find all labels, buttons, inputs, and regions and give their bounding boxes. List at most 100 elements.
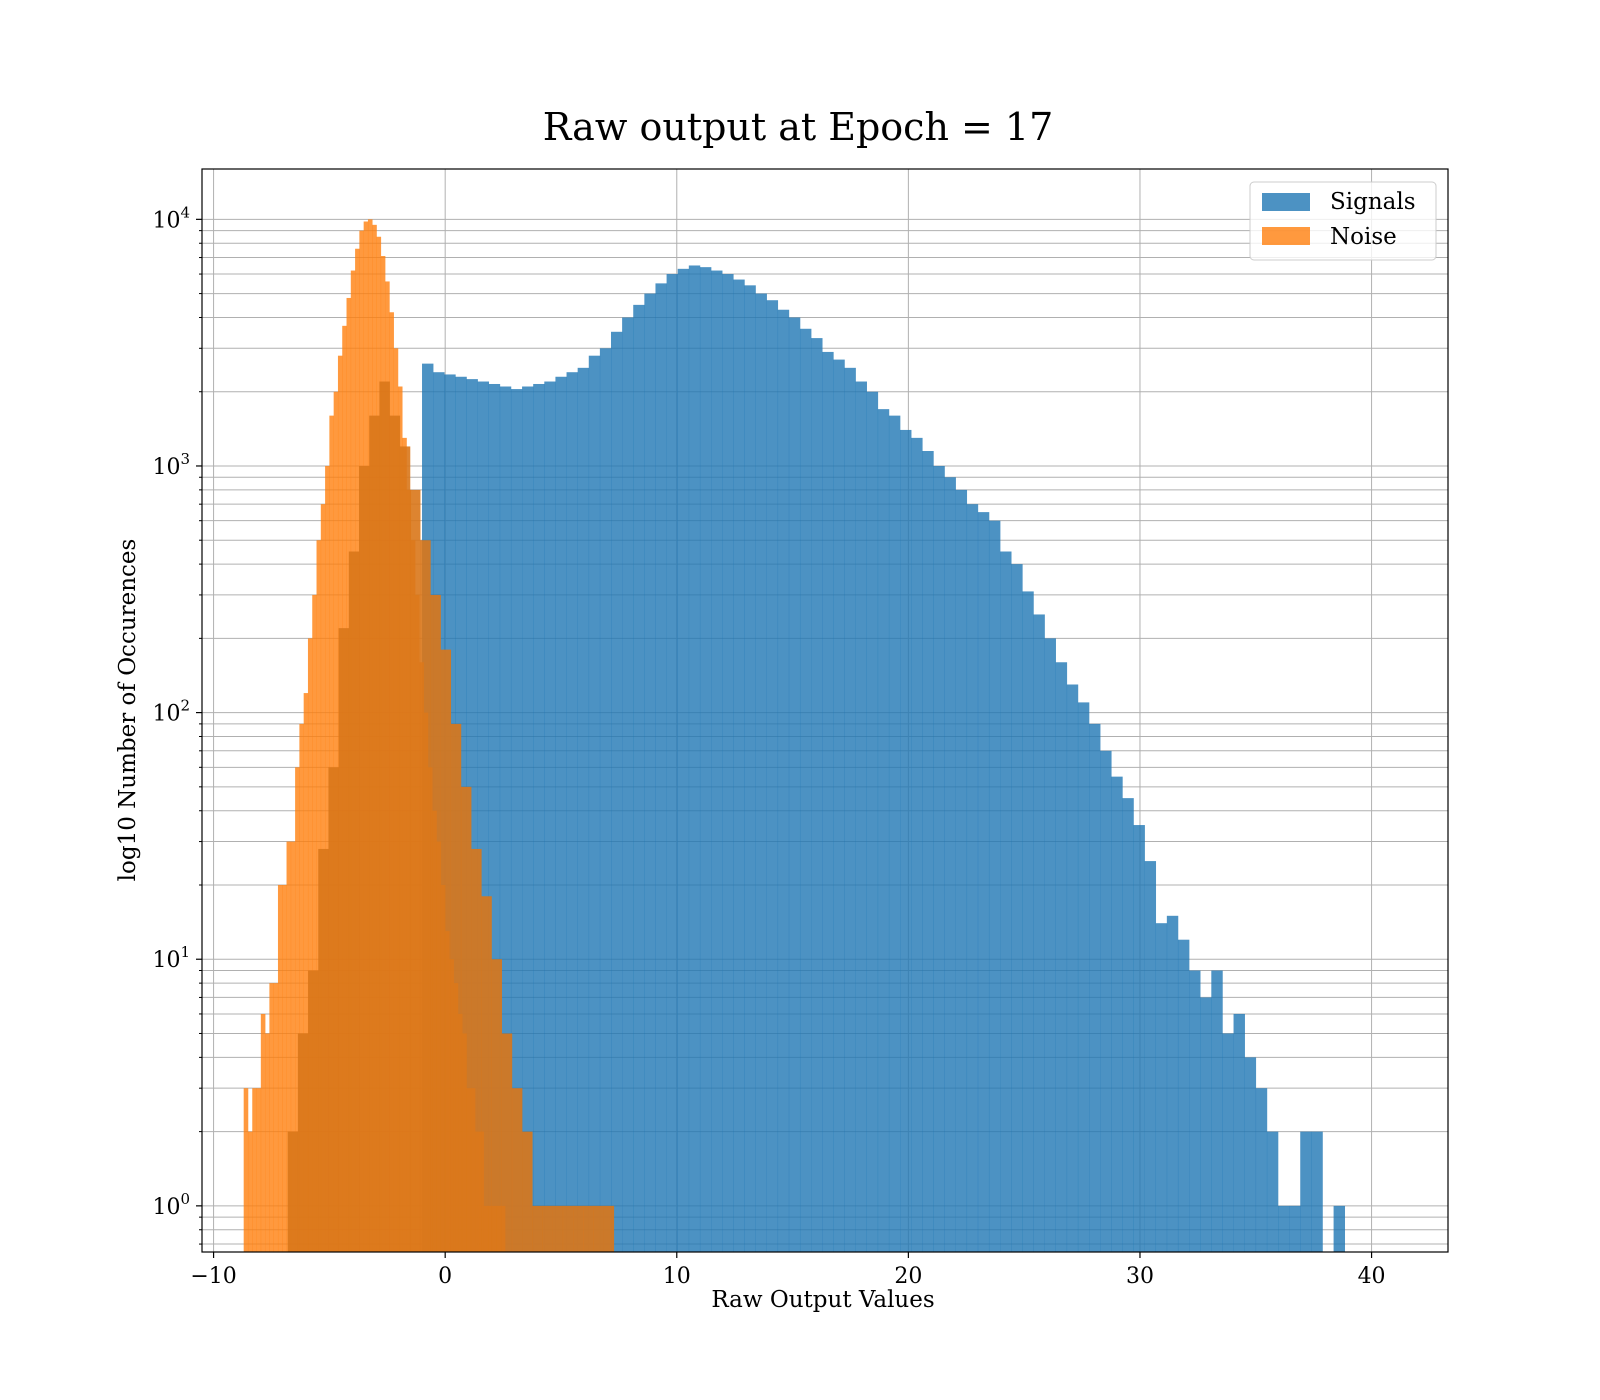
histogram-bar — [481, 896, 492, 1252]
histogram-bar — [1089, 723, 1101, 1252]
histogram-bar — [877, 409, 890, 1253]
histogram-bar — [450, 723, 462, 1252]
histogram-bar — [286, 841, 292, 1252]
y-tick-label: 102 — [152, 697, 190, 727]
x-tick-label: 10 — [663, 1264, 691, 1289]
histogram-bar — [273, 983, 279, 1252]
histogram-bar — [603, 1205, 615, 1252]
histogram-bar — [1244, 1057, 1257, 1252]
histogram-bar — [1066, 684, 1079, 1252]
histogram-bar — [788, 317, 801, 1252]
histogram-bar — [499, 386, 512, 1252]
histogram-bar — [577, 367, 590, 1252]
histogram-bar — [533, 383, 545, 1252]
histogram-bar — [295, 767, 300, 1252]
histogram-bar — [466, 379, 478, 1253]
chart-title: Raw output at Epoch = 17 — [543, 105, 1054, 149]
legend-swatch-signals — [1262, 193, 1310, 211]
legend-swatch-noise — [1262, 227, 1310, 245]
histogram-bar — [688, 265, 701, 1252]
histogram-bar — [1222, 1033, 1234, 1252]
histogram-bar — [1144, 861, 1157, 1252]
histogram-bar — [269, 983, 274, 1252]
histogram-bar — [1266, 1131, 1279, 1252]
histogram-bar — [566, 372, 578, 1253]
histogram-bar — [430, 594, 441, 1252]
histogram-bar — [477, 381, 490, 1252]
histogram-bar — [542, 1205, 553, 1252]
x-tick-label: 40 — [1358, 1264, 1386, 1289]
histogram-bar — [287, 1131, 299, 1252]
histogram-bar — [522, 1131, 533, 1252]
histogram-bar — [1022, 591, 1034, 1252]
histogram-bar — [1177, 939, 1190, 1252]
histogram-bar — [471, 848, 482, 1252]
histogram-bar — [328, 767, 339, 1252]
histogram-bar — [677, 268, 690, 1252]
plot-frame — [201, 168, 1449, 1253]
histogram-bar — [955, 489, 968, 1252]
legend-label-signals: Signals — [1330, 189, 1416, 215]
x-tick-label: 20 — [894, 1264, 922, 1289]
histogram-bar — [307, 638, 313, 1252]
histogram-bar — [1300, 1131, 1312, 1252]
histogram-bar — [633, 304, 645, 1253]
histogram-bar — [1166, 915, 1179, 1252]
histogram-bar — [379, 381, 390, 1252]
histogram-bar — [256, 1088, 262, 1252]
histogram-bar — [1289, 1205, 1301, 1252]
histogram-bar — [844, 367, 856, 1252]
histogram-bar — [583, 1205, 594, 1252]
y-tick-label: 104 — [152, 203, 190, 233]
histogram-bar — [1211, 970, 1223, 1252]
histogram-bar — [966, 504, 979, 1252]
histogram-bar — [1233, 1013, 1245, 1252]
histogram-bar — [338, 628, 350, 1252]
histogram-bar — [666, 274, 679, 1252]
histogram-bar — [911, 437, 923, 1252]
legend-label-noise: Noise — [1330, 224, 1397, 250]
histogram-bar — [552, 1205, 564, 1252]
histogram-bar — [755, 293, 767, 1253]
histogram-bar — [303, 693, 309, 1252]
histogram-bar — [593, 1205, 604, 1252]
histogram-bar — [252, 1088, 257, 1252]
histogram-bar — [359, 465, 370, 1253]
histogram-bar — [1333, 1205, 1346, 1252]
histogram-bar — [799, 328, 812, 1252]
histogram-bar — [491, 959, 502, 1252]
histogram-bar — [299, 723, 304, 1252]
histogram-bar — [1000, 551, 1012, 1252]
histogram-bar — [308, 970, 319, 1252]
histogram-bar — [389, 415, 401, 1252]
histogram-bar — [318, 848, 329, 1252]
histogram-bar — [822, 351, 834, 1253]
histogram-bar — [369, 415, 380, 1252]
histogram-bar — [900, 429, 912, 1252]
histogram-bar — [733, 279, 745, 1252]
x-tick-label: 30 — [1126, 1264, 1154, 1289]
histogram-bar — [409, 489, 421, 1252]
histogram-bar — [501, 1033, 513, 1252]
histogram-bar — [888, 415, 901, 1252]
histogram-bar — [944, 477, 956, 1252]
histogram-bar — [488, 383, 501, 1252]
histogram-bar — [922, 451, 934, 1252]
histogram-bar — [766, 300, 779, 1252]
histogram-bar — [777, 309, 790, 1252]
y-tick-label: 103 — [152, 450, 190, 480]
histogram-bar — [1033, 614, 1045, 1252]
histogram-bar — [722, 274, 734, 1252]
histogram-bar — [544, 381, 556, 1252]
histogram-bar — [622, 317, 634, 1252]
histogram-bar — [562, 1205, 574, 1252]
histogram-bar — [510, 389, 523, 1252]
x-axis-label: Raw Output Values — [711, 1287, 934, 1313]
histogram-bar — [1311, 1131, 1323, 1252]
histogram-bar — [933, 465, 945, 1253]
histogram-bar — [312, 594, 317, 1252]
y-axis-label: log10 Number of Occurences — [115, 539, 141, 882]
series-signals — [422, 265, 1346, 1253]
histogram-bar — [1255, 1088, 1268, 1252]
histogram-bar — [855, 381, 867, 1252]
